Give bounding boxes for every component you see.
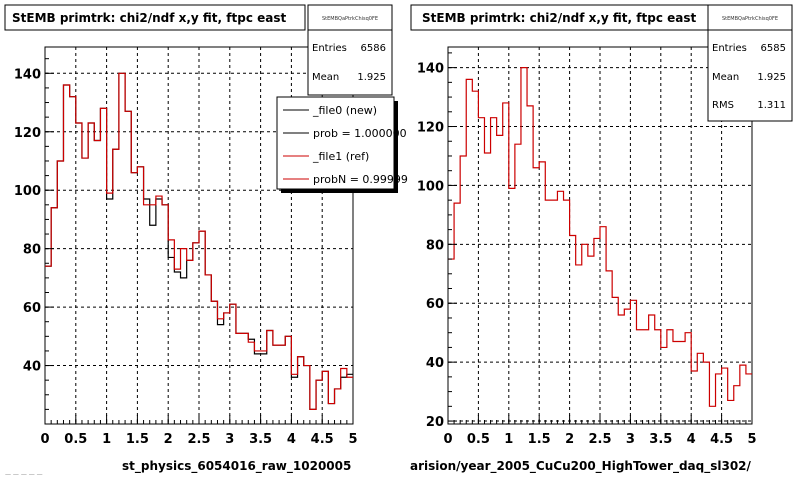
right-stats-rms-label: RMS	[712, 100, 734, 111]
x-tick-label: 0	[443, 432, 452, 447]
right-series	[448, 67, 752, 407]
right-stats-mean-label: Mean	[712, 72, 739, 83]
x-tick-label: 1	[504, 432, 513, 447]
legend-label-probn: probN = 0.99999	[313, 173, 408, 186]
right-stats-entries-value: 6585	[761, 43, 786, 54]
right-x-axis-caption: arision/year_2005_CuCu200_HighTower_daq_…	[410, 459, 752, 474]
left-axis-ticks: 0 0.5 1 1.5 2 2.5 3 3.5 4 4.5 5 40 60 80 100 120 140	[14, 58, 358, 447]
y-tick-label: 60	[426, 297, 444, 312]
x-tick-label: 3	[225, 432, 234, 447]
x-tick-label: 2	[164, 432, 173, 447]
right-chart-title: StEMB primtrk: chi2/ndf x,y fit, ftpc ea…	[422, 11, 696, 25]
x-tick-label: 3.5	[249, 432, 272, 447]
x-tick-label: 0	[40, 432, 49, 447]
left-chart-title: StEMB primtrk: chi2/ndf x,y fit, ftpc ea…	[12, 11, 286, 25]
left-stats-name: StEMBQaPtrkChisq0FE	[322, 16, 378, 22]
x-tick-label: 2.5	[187, 432, 210, 447]
x-tick-label: 0.5	[64, 432, 87, 447]
x-tick-label: 1.5	[126, 432, 149, 447]
legend-label-file0: _file0 (new)	[312, 104, 377, 117]
left-stats-mean-label: Mean	[312, 72, 339, 83]
y-tick-label: 40	[23, 360, 41, 375]
legend-box	[276, 96, 395, 190]
x-tick-label: 1	[102, 432, 111, 447]
x-tick-label: 0.5	[467, 432, 490, 447]
y-tick-label: 20	[426, 415, 444, 430]
left-x-axis-caption: st_physics_6054016_raw_1020005	[122, 459, 351, 474]
footer-scrap-text: — — — — —	[5, 471, 43, 478]
y-tick-label: 40	[426, 356, 444, 371]
right-axis-ticks: 0 0.5 1 1.5 2 2.5 3 3.5 4 4.5 5 20 40 60 80 100 120 140	[417, 52, 757, 447]
x-tick-label: 2.5	[588, 432, 611, 447]
legend-label-file1: _file1 (ref)	[312, 150, 369, 163]
left-panel: 0 0.5 1 1.5 2 2.5 3 3.5 4 4.5 5 40 60 80 100 120 140 StE…	[4, 4, 408, 474]
legend-label-prob: prob = 1.000000	[313, 127, 407, 140]
y-tick-label: 80	[23, 243, 41, 258]
x-tick-label: 1.5	[528, 432, 551, 447]
left-title-box	[4, 4, 306, 31]
y-tick-label: 140	[417, 62, 444, 77]
x-tick-label: 2	[565, 432, 574, 447]
left-stats-entries-value: 6586	[361, 43, 386, 54]
x-tick-label: 3.5	[649, 432, 672, 447]
left-stats-mean-value: 1.925	[357, 72, 386, 83]
x-tick-label: 3	[626, 432, 635, 447]
right-stats-name: StEMBQaPtrkChisq0FE	[722, 16, 778, 22]
x-tick-label: 5	[747, 432, 756, 447]
y-tick-label: 60	[23, 301, 41, 316]
histogram-series-2	[45, 72, 353, 410]
left-stats-box	[307, 4, 393, 96]
x-tick-label: 4	[687, 432, 696, 447]
y-tick-label: 120	[14, 126, 41, 141]
y-tick-label: 120	[417, 121, 444, 136]
right-stats-entries-label: Entries	[712, 43, 747, 54]
x-tick-label: 4	[287, 432, 296, 447]
right-panel: 0 0.5 1 1.5 2 2.5 3 3.5 4 4.5 5 20 40 60 80 100 120 140 S…	[410, 4, 793, 474]
right-stats-rms-value: 1.311	[757, 100, 786, 111]
y-tick-label: 100	[417, 179, 444, 194]
right-stats-mean-value: 1.925	[757, 72, 786, 83]
right-stats-box	[707, 4, 793, 122]
y-tick-label: 100	[14, 184, 41, 199]
left-series	[45, 72, 353, 410]
x-tick-label: 4.5	[311, 432, 334, 447]
x-tick-label: 5	[348, 432, 357, 447]
y-tick-label: 140	[14, 67, 41, 82]
right-title-box	[410, 4, 709, 31]
x-tick-label: 4.5	[710, 432, 733, 447]
left-stats-entries-label: Entries	[312, 43, 347, 54]
y-tick-label: 80	[426, 238, 444, 253]
histogram-series-1	[448, 67, 752, 407]
